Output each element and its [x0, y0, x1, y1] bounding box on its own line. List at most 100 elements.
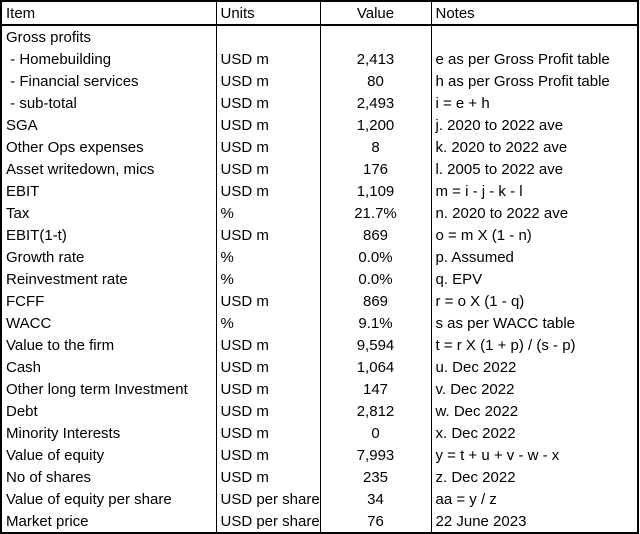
cell-units: USD m	[215, 356, 320, 378]
table-row: WACC% 9.1% s as per WACC table	[1, 312, 638, 334]
cell-units: USD per share	[215, 510, 320, 533]
column-header-item: Item	[1, 1, 216, 26]
cell-value: 21.7%	[319, 202, 431, 224]
cell-units: USD m	[215, 466, 320, 488]
cell-value: 34	[319, 488, 431, 510]
cell-item: Minority Interests	[6, 424, 121, 442]
cell-notes	[430, 25, 638, 48]
cell-item: Market price	[6, 512, 89, 530]
cell-notes: r = o X (1 - q)	[430, 290, 638, 312]
cell-notes: k. 2020 to 2022 ave	[430, 136, 638, 158]
cell-item: EBIT(1-t)	[6, 226, 67, 244]
cell-notes: u. Dec 2022	[430, 356, 638, 378]
cell-units: %	[215, 268, 320, 290]
cell-value: 2,493	[319, 92, 431, 114]
cell-units: USD m	[215, 422, 320, 444]
cell-item: Value of equity	[6, 446, 105, 464]
cell-notes: 22 June 2023	[430, 510, 638, 533]
table-row: Cash USD m 1,064 u. Dec 2022	[1, 356, 638, 378]
cell-value: 2,812	[319, 400, 431, 422]
cell-units: USD m	[215, 158, 320, 180]
cell-value: 176	[319, 158, 431, 180]
table-row: SGA USD m 1,200 j. 2020 to 2022 ave	[1, 114, 638, 136]
table-row: Value of equity per share USD per share 34…	[1, 488, 638, 510]
cell-item: FCFF	[6, 292, 45, 310]
table-row: Other long term Investment USD m 147 v. Dec…	[1, 378, 638, 400]
column-header-value: Value	[319, 1, 431, 26]
cell-notes: z. Dec 2022	[430, 466, 638, 488]
cell-value: 0.0%	[319, 246, 431, 268]
cell-units: USD m	[215, 224, 320, 246]
cell-units: USD m	[215, 444, 320, 466]
cell-units: USD m	[215, 180, 320, 202]
cell-units: USD m	[215, 114, 320, 136]
cell-notes: l. 2005 to 2022 ave	[430, 158, 638, 180]
cell-value: 8	[319, 136, 431, 158]
cell-value: 9.1%	[319, 312, 431, 334]
cell-value	[319, 25, 431, 48]
cell-item: Tax	[6, 204, 30, 222]
cell-notes: aa = y / z	[430, 488, 638, 510]
cell-value: 2,413	[319, 48, 431, 70]
table-row: - Financial services USD m 80 h as per Gros…	[1, 70, 638, 92]
cell-value: 1,200	[319, 114, 431, 136]
cell-notes: h as per Gross Profit table	[430, 70, 638, 92]
table-row: FCFF USD m 869 r = o X (1 - q)	[1, 290, 638, 312]
cell-units: %	[215, 202, 320, 224]
cell-units: USD m	[215, 378, 320, 400]
table-row: No of shares USD m 235 z. Dec 2022	[1, 466, 638, 488]
table-body: Gross profits - Homebuilding USD m 2,413 e …	[1, 25, 638, 533]
cell-item: SGA	[6, 116, 38, 134]
cell-item: Value of equity per share	[6, 490, 172, 508]
cell-notes: w. Dec 2022	[430, 400, 638, 422]
cell-notes: x. Dec 2022	[430, 422, 638, 444]
table-row: EBIT(1-t) USD m 869 o = m X (1 - n)	[1, 224, 638, 246]
cell-value: 0.0%	[319, 268, 431, 290]
cell-value: 80	[319, 70, 431, 92]
table-row: Tax% 21.7% n. 2020 to 2022 ave	[1, 202, 638, 224]
cell-units: USD m	[215, 136, 320, 158]
cell-item: Asset writedown, mics	[6, 160, 155, 178]
cell-units: USD m	[215, 48, 320, 70]
cell-units: USD per share	[215, 488, 320, 510]
cell-units: USD m	[215, 70, 320, 92]
cell-notes: m = i - j - k - l	[430, 180, 638, 202]
cell-notes: t = r X (1 + p) / (s - p)	[430, 334, 638, 356]
table-row: - Homebuilding USD m 2,413 e as per Gross P…	[1, 48, 638, 70]
cell-item: EBIT	[6, 182, 40, 200]
cell-notes: p. Assumed	[430, 246, 638, 268]
cell-value: 1,064	[319, 356, 431, 378]
table-row: Market price USD per share 76 22 June 2023	[1, 510, 638, 533]
cell-notes: q. EPV	[430, 268, 638, 290]
cell-value: 0	[319, 422, 431, 444]
cell-item: Debt	[6, 402, 38, 420]
table-row: Debt USD m 2,812 w. Dec 2022	[1, 400, 638, 422]
cell-value: 147	[319, 378, 431, 400]
cell-units: USD m	[215, 400, 320, 422]
cell-value: 235	[319, 466, 431, 488]
cell-value: 869	[319, 290, 431, 312]
cell-item: Gross profits	[6, 28, 92, 46]
column-header-units: Units	[215, 1, 320, 26]
cell-notes: v. Dec 2022	[430, 378, 638, 400]
table-row: Growth rate% 0.0% p. Assumed	[1, 246, 638, 268]
cell-notes: s as per WACC table	[430, 312, 638, 334]
cell-value: 869	[319, 224, 431, 246]
cell-units: USD m	[215, 290, 320, 312]
cell-value: 1,109	[319, 180, 431, 202]
cell-notes: j. 2020 to 2022 ave	[430, 114, 638, 136]
table-row: Reinvestment rate% 0.0% q. EPV	[1, 268, 638, 290]
cell-item: Cash	[6, 358, 42, 376]
header-row: Item Units Value Notes	[1, 1, 638, 26]
cell-notes: o = m X (1 - n)	[430, 224, 638, 246]
cell-notes: i = e + h	[430, 92, 638, 114]
cell-units: USD m	[215, 334, 320, 356]
cell-units: USD m	[215, 92, 320, 114]
cell-value: 7,993	[319, 444, 431, 466]
cell-item: Reinvestment rate	[6, 270, 128, 288]
cell-notes: y = t + u + v - w - x	[430, 444, 638, 466]
cell-item: Growth rate	[6, 248, 85, 266]
cell-item: - Financial services	[6, 72, 139, 90]
cell-item: - Homebuilding	[6, 50, 112, 68]
